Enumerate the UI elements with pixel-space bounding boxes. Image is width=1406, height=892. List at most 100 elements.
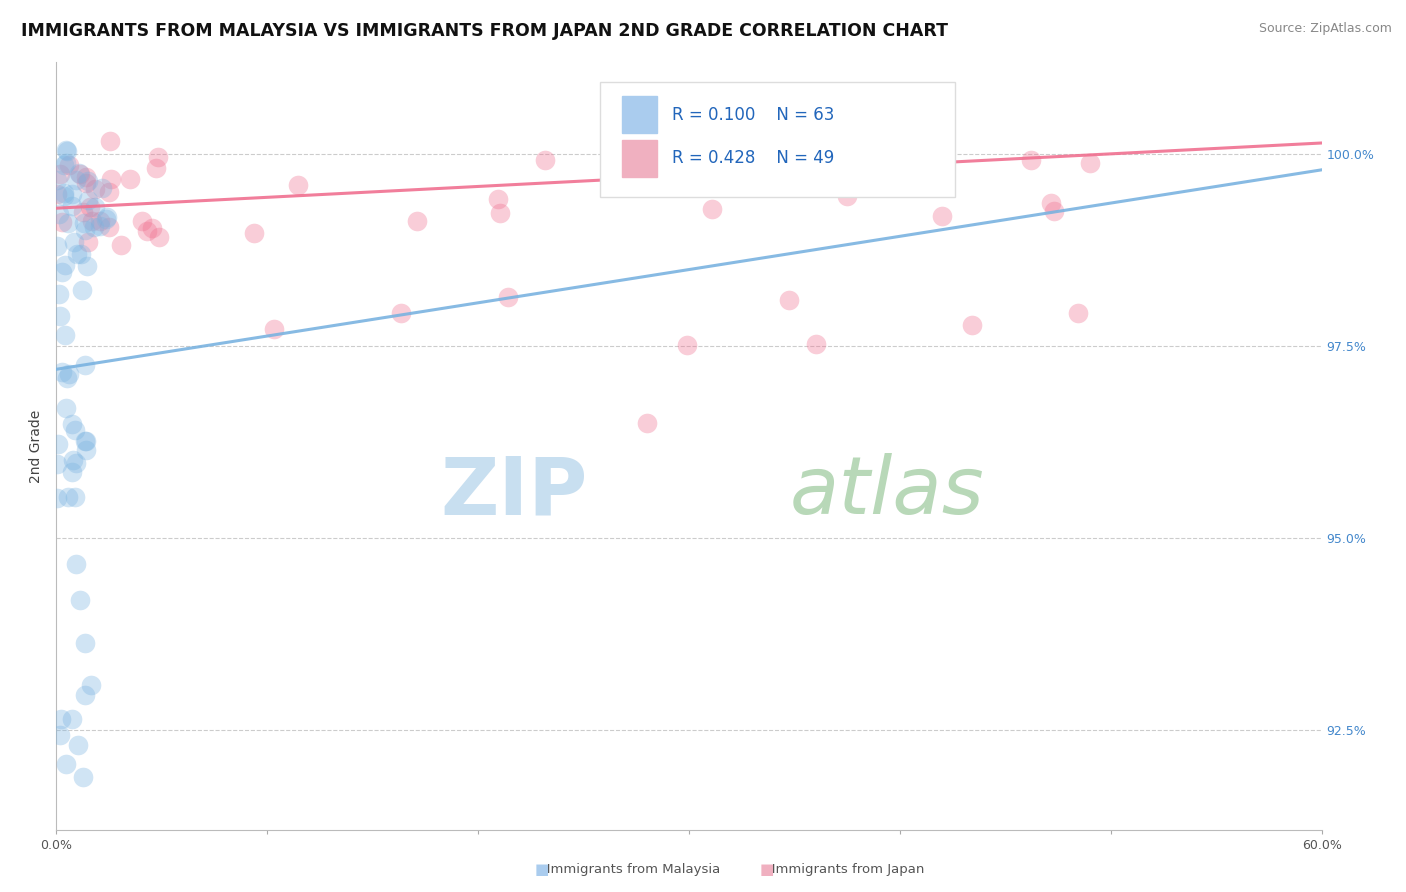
Point	[66, 738, 89, 752]
Point	[1078, 155, 1101, 169]
Point	[51, 215, 73, 229]
Point	[96, 210, 118, 224]
Point	[931, 209, 953, 223]
Point	[488, 206, 510, 220]
Point	[141, 220, 163, 235]
Point	[63, 490, 86, 504]
Text: R = 0.428    N = 49: R = 0.428 N = 49	[672, 149, 835, 168]
Point	[90, 181, 112, 195]
Point	[76, 259, 98, 273]
Point	[83, 200, 105, 214]
FancyBboxPatch shape	[600, 81, 955, 197]
Point	[77, 174, 100, 188]
Point	[53, 186, 76, 200]
Point	[53, 259, 76, 273]
Point	[778, 293, 800, 307]
Point	[636, 416, 658, 430]
Point	[700, 202, 723, 216]
Text: ZIP: ZIP	[440, 453, 588, 531]
Point	[72, 205, 94, 219]
Point	[46, 437, 69, 451]
Point	[62, 465, 84, 479]
Point	[1067, 306, 1090, 320]
Point	[53, 189, 76, 203]
Point	[55, 371, 77, 385]
Point	[146, 150, 169, 164]
Point	[48, 287, 70, 301]
Text: Immigrants from Malaysia: Immigrants from Malaysia	[534, 863, 720, 876]
Point	[49, 712, 72, 726]
Point	[49, 167, 72, 181]
Point	[89, 213, 111, 227]
Text: Immigrants from Japan: Immigrants from Japan	[759, 863, 925, 876]
Point	[66, 247, 89, 261]
Point	[60, 712, 83, 726]
Point	[960, 318, 983, 333]
Point	[55, 401, 77, 415]
Point	[53, 327, 76, 342]
Point	[46, 173, 69, 187]
Text: atlas: atlas	[790, 453, 986, 531]
Point	[75, 442, 97, 457]
Point	[65, 456, 87, 470]
Point	[391, 306, 413, 320]
Point	[56, 216, 79, 230]
Point	[46, 491, 69, 506]
Point	[72, 283, 94, 297]
Point	[63, 423, 86, 437]
Point	[48, 207, 70, 221]
Point	[67, 166, 90, 180]
Point	[46, 186, 69, 201]
Text: IMMIGRANTS FROM MALAYSIA VS IMMIGRANTS FROM JAPAN 2ND GRADE CORRELATION CHART: IMMIGRANTS FROM MALAYSIA VS IMMIGRANTS F…	[21, 22, 948, 40]
Point	[73, 434, 96, 449]
Point	[675, 338, 697, 352]
Point	[46, 239, 69, 253]
Point	[1043, 204, 1066, 219]
Point	[243, 226, 266, 240]
Point	[83, 220, 105, 235]
FancyBboxPatch shape	[621, 96, 657, 133]
Text: Source: ZipAtlas.com: Source: ZipAtlas.com	[1258, 22, 1392, 36]
Point	[73, 358, 96, 372]
Point	[100, 171, 122, 186]
Point	[65, 172, 87, 186]
Point	[79, 200, 101, 214]
Point	[60, 198, 83, 212]
Point	[131, 214, 153, 228]
Point	[72, 770, 94, 784]
Point	[58, 158, 80, 172]
Text: ■: ■	[759, 863, 773, 877]
Point	[49, 728, 72, 742]
Point	[1021, 153, 1043, 168]
Point	[69, 247, 91, 261]
Point	[89, 219, 111, 233]
Point	[55, 757, 77, 772]
Point	[53, 158, 76, 172]
Point	[51, 366, 73, 380]
Point	[136, 224, 159, 238]
Point	[73, 216, 96, 230]
Point	[56, 144, 79, 158]
Y-axis label: 2nd Grade: 2nd Grade	[30, 409, 44, 483]
Point	[51, 264, 73, 278]
Point	[75, 222, 97, 236]
Point	[148, 230, 170, 244]
Point	[83, 182, 105, 196]
Point	[804, 337, 827, 351]
Point	[49, 309, 72, 323]
Text: R = 0.100    N = 63: R = 0.100 N = 63	[672, 105, 835, 124]
Point	[69, 592, 91, 607]
Point	[46, 457, 69, 471]
Point	[98, 185, 121, 199]
Point	[80, 677, 103, 691]
Point	[496, 290, 519, 304]
FancyBboxPatch shape	[621, 140, 657, 177]
Point	[75, 434, 97, 449]
Point	[96, 212, 118, 227]
Point	[55, 156, 77, 170]
Point	[60, 417, 83, 431]
Text: ■: ■	[534, 863, 548, 877]
Point	[62, 453, 84, 467]
Point	[287, 178, 309, 192]
Point	[263, 322, 285, 336]
